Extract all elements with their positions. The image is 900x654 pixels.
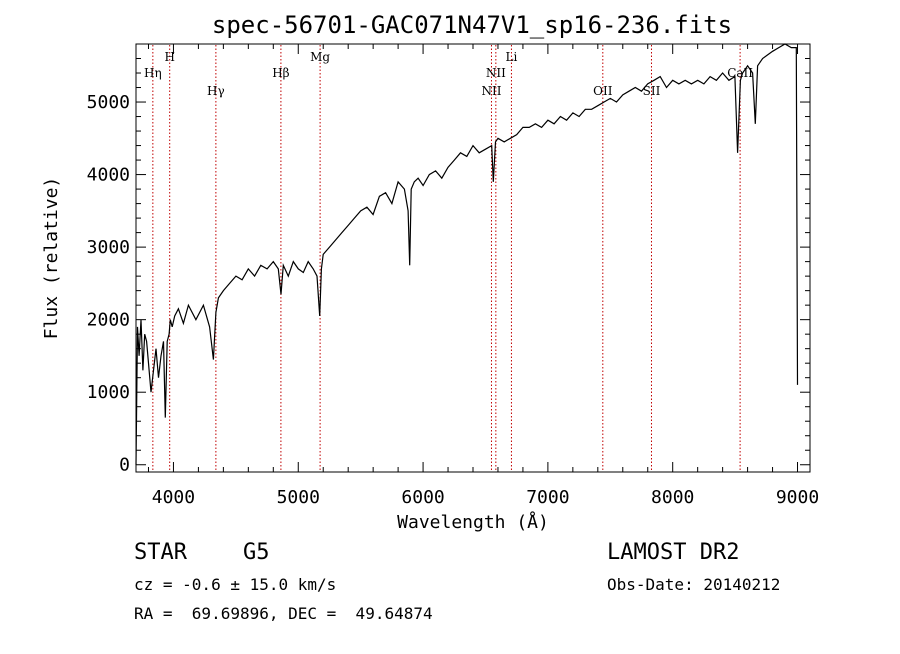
y-tick-label: 5000 <box>87 92 130 113</box>
object-class: STAR <box>134 540 187 565</box>
survey-name: LAMOST DR2 <box>607 540 740 565</box>
y-tick-label: 0 <box>119 455 130 476</box>
y-axis-label: Flux (relative) <box>41 177 62 340</box>
y-tick-label: 4000 <box>87 165 130 186</box>
x-tick-label: 8000 <box>651 487 694 508</box>
line-label-0: Hη <box>144 66 162 80</box>
line-label-5: NII <box>481 84 501 98</box>
x-tick-label: 4000 <box>152 487 195 508</box>
sky-coordinates: RA = 69.69896, DEC = 49.64874 <box>134 604 433 623</box>
x-tick-label: 7000 <box>526 487 569 508</box>
x-tick-label: 5000 <box>277 487 320 508</box>
spectrum-series-line <box>135 43 799 465</box>
x-tick-label: 6000 <box>401 487 444 508</box>
y-tick-label: 2000 <box>87 310 130 331</box>
line-label-1: H <box>164 50 174 64</box>
plot-frame <box>135 43 811 473</box>
x-axis: 4000 5000 6000 7000 8000 9000 <box>147 44 819 508</box>
chart-title: spec-56701-GAC071N47V1_sp16-236.fits <box>212 11 732 39</box>
line-label-3: Hβ <box>272 66 289 80</box>
line-label-8: OII <box>593 84 613 98</box>
line-label-9: SII <box>643 84 661 98</box>
y-tick-label: 3000 <box>87 237 130 258</box>
line-label-2: Hγ <box>207 84 225 98</box>
x-axis-label: Wavelength (Å) <box>397 511 549 533</box>
object-subclass: G5 <box>243 540 270 565</box>
y-tick-label: 1000 <box>87 382 130 403</box>
x-tick-label: 9000 <box>776 487 819 508</box>
line-label-6: NII <box>486 66 506 80</box>
line-label-10: CaII <box>727 66 753 80</box>
line-label-7: Li <box>506 50 518 64</box>
observation-date: Obs-Date: 20140212 <box>607 575 781 594</box>
line-label-4: Mg <box>310 50 330 64</box>
redshift-value: cz = -0.6 ± 15.0 km/s <box>134 575 337 594</box>
y-axis: 0 1000 2000 3000 4000 5000 <box>87 58 810 476</box>
